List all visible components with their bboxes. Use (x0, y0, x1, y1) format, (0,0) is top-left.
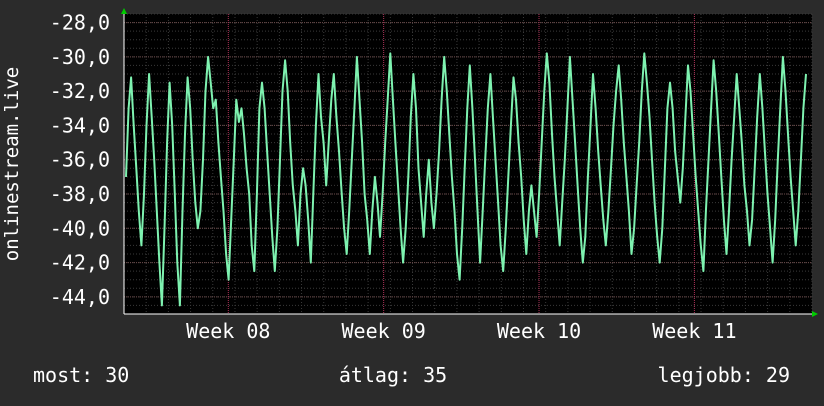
series-line (125, 52, 807, 307)
plot-area (124, 14, 812, 314)
y-tick-label: -30,0 (50, 45, 110, 69)
x-tick-label: Week 08 (186, 319, 270, 343)
x-axis-arrow (812, 311, 818, 317)
y-tick-label: -34,0 (50, 113, 110, 137)
y-tick-label: -42,0 (50, 251, 110, 275)
grid-major-lines (124, 14, 812, 314)
y-axis-arrow (121, 8, 127, 14)
y-tick-label: -32,0 (50, 79, 110, 103)
y-tick-label: -28,0 (50, 11, 110, 35)
footer-average: átlag: 35 (339, 363, 447, 387)
series-group (125, 52, 807, 307)
y-tick-label: -38,0 (50, 182, 110, 206)
x-tick-labels: Week 08 Week 09 Week 10 Week 11 (186, 319, 736, 343)
y-axis-label: onlinestream.live (1, 67, 23, 261)
x-tick-label: Week 10 (497, 319, 581, 343)
y-tick-label: -36,0 (50, 148, 110, 172)
y-tick-label: -40,0 (50, 216, 110, 240)
grid-minor-lines (123, 13, 813, 315)
x-tick-label: Week 09 (342, 319, 426, 343)
y-tick-label: -44,0 (50, 285, 110, 309)
x-tick-label: Week 11 (652, 319, 736, 343)
footer-now: most: 30 (33, 363, 129, 387)
y-tick-labels: -28,0 -30,0 -32,0 -34,0 -36,0 -38,0 -40,0 -42,0… (50, 11, 110, 309)
footer-max: legjobb: 29 (658, 363, 790, 387)
